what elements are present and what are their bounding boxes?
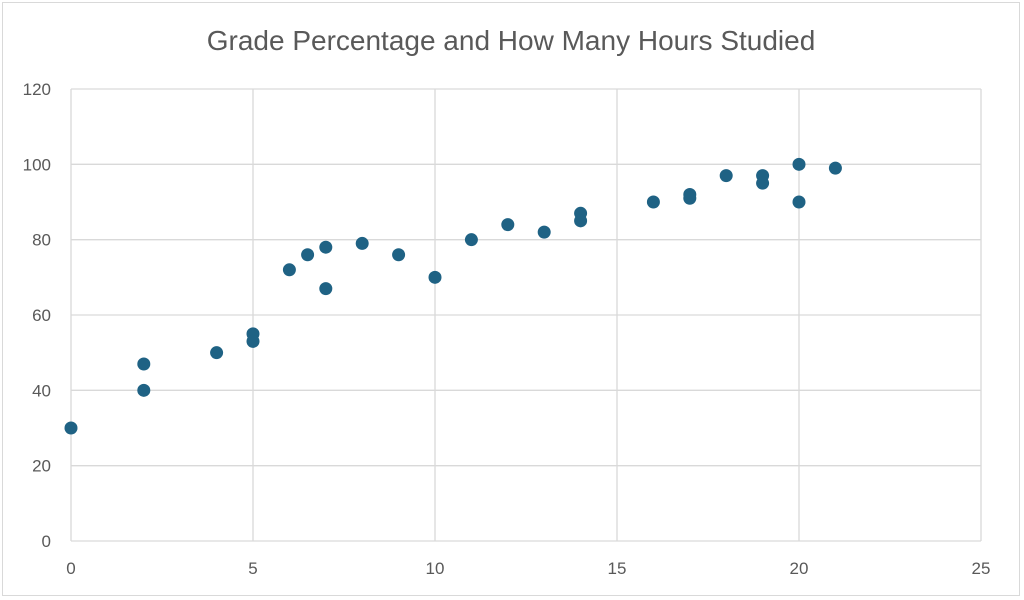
y-tick-label: 60 xyxy=(32,306,51,325)
data-point xyxy=(756,176,770,190)
x-tick-label: 15 xyxy=(608,559,627,578)
x-tick-label: 20 xyxy=(790,559,809,578)
data-point xyxy=(683,191,697,205)
data-point xyxy=(319,282,333,296)
data-point xyxy=(355,236,369,250)
data-point xyxy=(137,357,151,371)
data-point xyxy=(246,334,260,348)
x-axis-ticks: 0 5 10 15 20 25 xyxy=(66,559,990,578)
data-point xyxy=(646,195,660,209)
data-point xyxy=(137,383,151,397)
data-point xyxy=(501,218,515,232)
y-tick-label: 0 xyxy=(42,532,51,551)
data-point xyxy=(828,161,842,175)
x-tick-label: 0 xyxy=(66,559,75,578)
data-point xyxy=(428,270,442,284)
y-tick-label: 80 xyxy=(32,231,51,250)
data-point xyxy=(719,169,733,183)
y-axis-ticks: 0 20 40 60 80 100 120 xyxy=(23,80,51,551)
x-tick-label: 10 xyxy=(426,559,445,578)
data-point xyxy=(537,225,551,239)
data-point xyxy=(301,248,315,262)
data-point xyxy=(64,421,78,435)
x-tick-label: 5 xyxy=(248,559,257,578)
y-tick-label: 100 xyxy=(23,155,51,174)
chart-title: Grade Percentage and How Many Hours Stud… xyxy=(207,25,816,56)
data-point xyxy=(210,346,224,360)
data-point xyxy=(574,214,588,228)
data-point xyxy=(282,263,296,277)
data-point xyxy=(319,240,333,254)
y-tick-label: 20 xyxy=(32,457,51,476)
data-points xyxy=(64,157,842,435)
x-tick-label: 25 xyxy=(972,559,991,578)
y-tick-label: 120 xyxy=(23,80,51,99)
data-point xyxy=(464,233,478,247)
grid-layer xyxy=(70,88,982,542)
data-point xyxy=(792,195,806,209)
data-point xyxy=(792,157,806,171)
y-tick-label: 40 xyxy=(32,381,51,400)
data-point xyxy=(392,248,406,262)
